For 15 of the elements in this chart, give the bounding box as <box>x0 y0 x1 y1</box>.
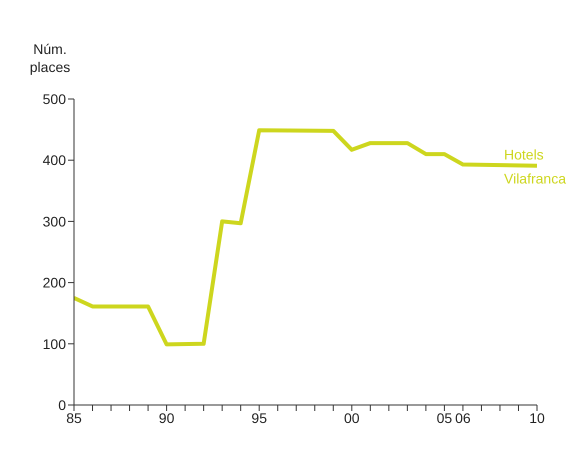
x-tick-label: 06 <box>455 410 471 426</box>
x-tick-label: 10 <box>529 410 545 426</box>
y-tick-label: 400 <box>42 152 66 168</box>
series-label: Hotels Vilafranca <box>504 146 566 187</box>
y-tick-label: 200 <box>42 274 66 291</box>
y-axis-title: Núm. places <box>28 40 72 76</box>
y-tick-label: 0 <box>58 396 66 413</box>
x-tick-label: 95 <box>251 410 268 426</box>
x-tick-label: 05 <box>436 410 452 426</box>
x-tick-label: 90 <box>158 410 175 426</box>
y-tick-label: 300 <box>42 213 66 230</box>
y-tick-label: 100 <box>42 336 66 352</box>
x-tick-label: 85 <box>66 410 82 426</box>
x-tick-label: 00 <box>344 410 360 426</box>
y-tick-label: 500 <box>42 90 66 107</box>
